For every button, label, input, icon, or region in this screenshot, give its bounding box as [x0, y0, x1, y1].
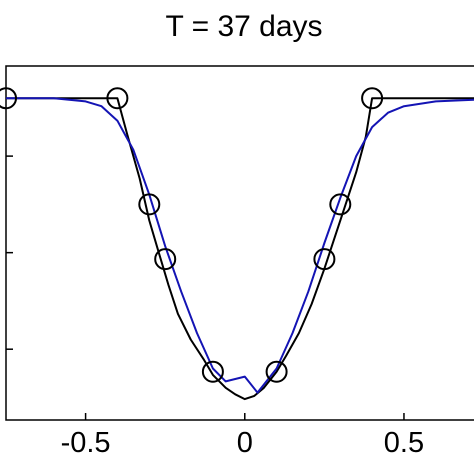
data-point-3 — [154, 248, 177, 271]
tick-group: -0.5 0 0.5 — [6, 155, 424, 459]
data-point-1 — [106, 87, 129, 110]
data-point-5 — [265, 360, 288, 383]
data-point-2 — [138, 193, 161, 216]
chart-title: T = 37 days — [165, 10, 322, 43]
plot-frame — [5, 65, 474, 421]
series-line-1 — [6, 97, 474, 394]
data-point-8 — [361, 87, 384, 110]
series-group — [0, 87, 474, 401]
x-tick-label-1: 0 — [237, 427, 253, 459]
data-point-7 — [329, 193, 352, 216]
x-tick-label-0: -0.5 — [61, 427, 111, 459]
series-line-0 — [6, 97, 474, 401]
data-point-0 — [0, 87, 17, 110]
plot-area — [5, 65, 474, 421]
x-tick-label-2: 0.5 — [384, 427, 424, 459]
data-point-6 — [313, 248, 336, 271]
data-point-4 — [201, 360, 224, 383]
